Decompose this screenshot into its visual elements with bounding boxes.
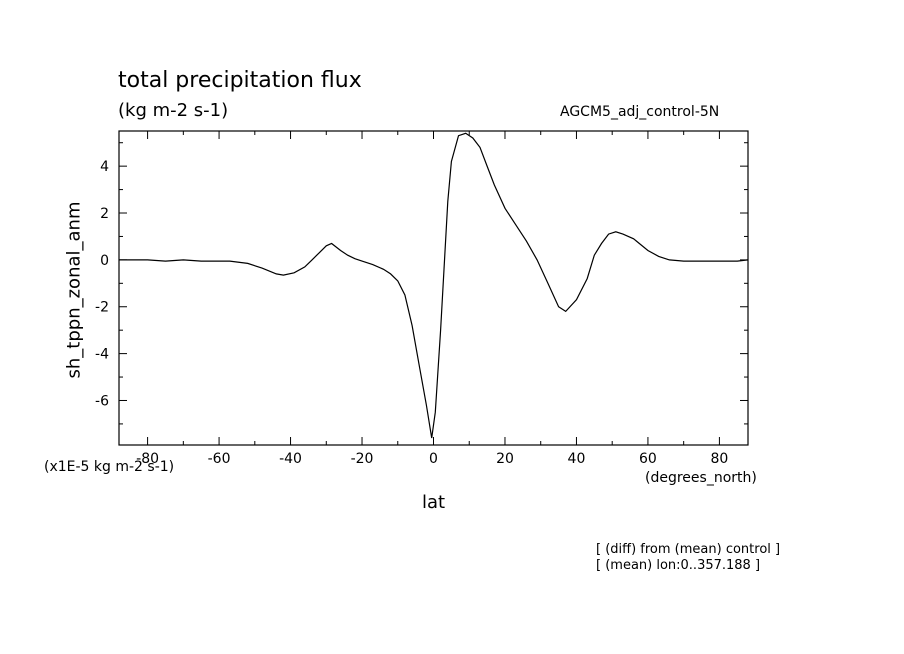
x-tick-label: 40 [568, 451, 586, 467]
footnote-diff: [ (diff) from (mean) control ] [596, 542, 781, 557]
footnote-mean: [ (mean) lon:0..357.188 ] [596, 558, 761, 573]
x-axis-label: lat [422, 492, 446, 513]
x-tick-label: -40 [279, 451, 302, 467]
x-tick-label: 80 [710, 451, 728, 467]
plot-border [118, 130, 749, 446]
y-axis-label: sh_tppn_zonal_anm [63, 201, 85, 379]
dataset-label: AGCM5_adj_control-5N [560, 104, 720, 120]
y-tick-label: -4 [95, 347, 109, 363]
x-tick-label: -80 [136, 451, 159, 467]
y-tick-label: 4 [100, 159, 109, 175]
x-tick-label: 60 [639, 451, 657, 467]
x-tick-label: -20 [351, 451, 374, 467]
plot-frame [118, 130, 749, 446]
y-tick-label: -6 [95, 393, 109, 409]
chart-title: total precipitation flux [118, 68, 362, 93]
x-tick-label: 0 [429, 451, 438, 467]
y-axis-units: (x1E-5 kg m-2 s-1) [44, 459, 175, 475]
y-tick-label: 0 [100, 253, 109, 269]
x-tick-label: 20 [496, 451, 514, 467]
y-tick-label: 2 [100, 206, 109, 222]
y-axis-ticks: -6 -4 -2 0 2 4 [95, 142, 748, 425]
x-axis-ticks: -80 -60 -40 -20 0 20 40 60 80 [136, 131, 728, 467]
chart-subtitle: (kg m-2 s-1) [118, 100, 229, 121]
y-tick-label: -2 [95, 300, 109, 316]
x-axis-units: (degrees_north) [645, 470, 757, 486]
x-tick-label: -60 [208, 451, 231, 467]
data-line [119, 132, 749, 439]
